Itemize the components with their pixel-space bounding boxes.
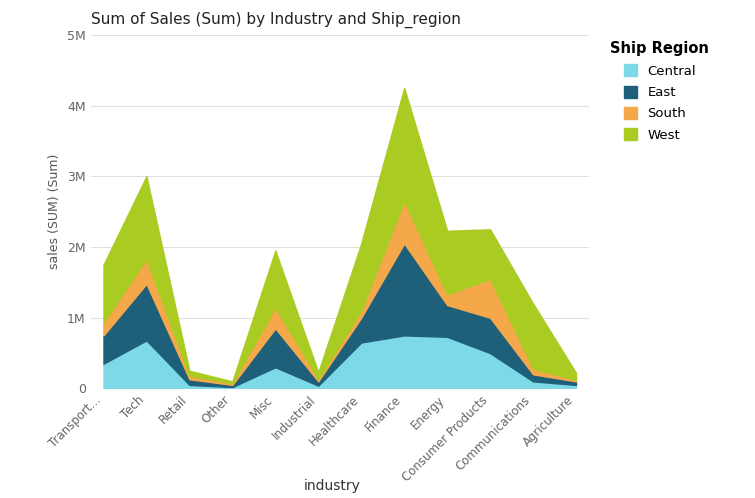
Y-axis label: sales (SUM) (Sum): sales (SUM) (Sum) (48, 154, 61, 269)
Legend: Central, East, South, West: Central, East, South, West (611, 41, 709, 142)
Text: industry: industry (304, 479, 361, 493)
Text: Sum of Sales (Sum) by Industry and Ship_region: Sum of Sales (Sum) by Industry and Ship_… (91, 12, 461, 28)
